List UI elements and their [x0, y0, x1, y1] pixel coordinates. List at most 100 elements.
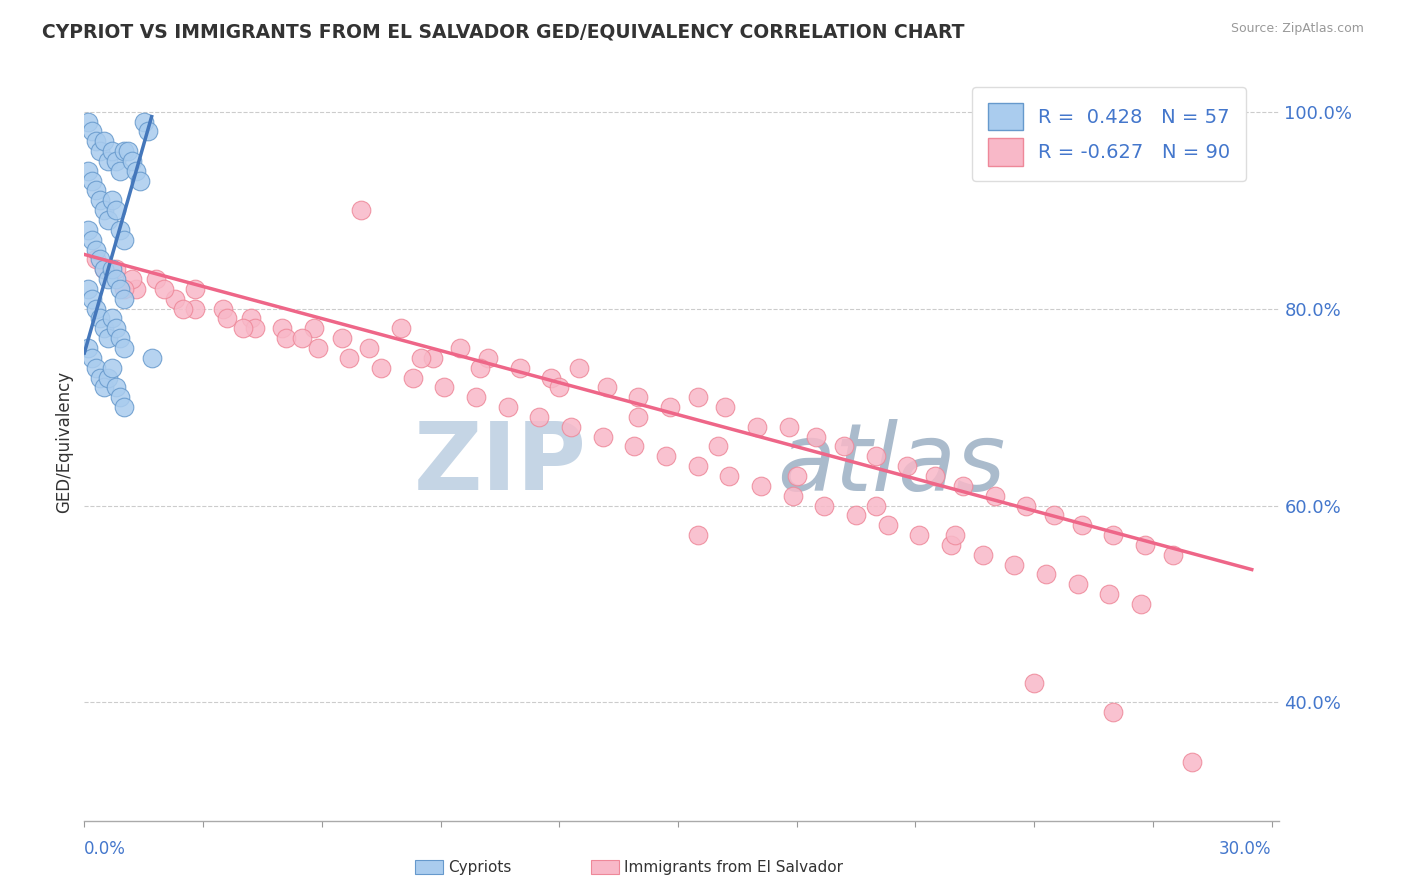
- Point: [136, 124, 159, 138]
- Point: [105, 153, 128, 168]
- Point: [465, 390, 488, 404]
- Point: [749, 479, 772, 493]
- Point: [686, 528, 709, 542]
- Point: [105, 262, 128, 277]
- Point: [627, 409, 650, 424]
- Point: [449, 341, 471, 355]
- Point: [125, 282, 148, 296]
- Point: [101, 311, 124, 326]
- Point: [509, 360, 531, 375]
- Point: [686, 459, 709, 474]
- Text: atlas: atlas: [778, 418, 1005, 510]
- Point: [93, 380, 115, 394]
- Point: [89, 144, 111, 158]
- Point: [832, 440, 855, 454]
- Point: [108, 163, 131, 178]
- Point: [184, 282, 207, 296]
- Point: [101, 360, 124, 375]
- Point: [972, 548, 994, 562]
- Point: [983, 489, 1005, 503]
- Point: [1015, 499, 1038, 513]
- Point: [813, 499, 835, 513]
- Point: [302, 321, 325, 335]
- Point: [939, 538, 962, 552]
- Text: CYPRIOT VS IMMIGRANTS FROM EL SALVADOR GED/EQUIVALENCY CORRELATION CHART: CYPRIOT VS IMMIGRANTS FROM EL SALVADOR G…: [42, 22, 965, 41]
- Point: [152, 282, 174, 296]
- Point: [89, 252, 111, 267]
- Point: [105, 380, 128, 394]
- Point: [560, 419, 582, 434]
- Point: [89, 194, 111, 208]
- Point: [623, 440, 645, 454]
- Point: [422, 351, 444, 365]
- Point: [132, 114, 155, 128]
- Legend: R =  0.428   N = 57, R = -0.627   N = 90: R = 0.428 N = 57, R = -0.627 N = 90: [972, 87, 1246, 181]
- Point: [105, 203, 128, 218]
- Point: [745, 419, 768, 434]
- Point: [896, 459, 918, 474]
- Point: [433, 380, 456, 394]
- Point: [77, 282, 100, 296]
- Point: [718, 469, 741, 483]
- Point: [77, 163, 100, 178]
- Point: [141, 351, 163, 365]
- Point: [307, 341, 329, 355]
- Point: [93, 262, 115, 277]
- Point: [93, 134, 115, 148]
- Point: [232, 321, 254, 335]
- Point: [77, 341, 100, 355]
- Point: [128, 173, 150, 187]
- Point: [112, 292, 135, 306]
- Point: [596, 380, 619, 394]
- Point: [370, 360, 392, 375]
- Point: [117, 144, 139, 158]
- Point: [125, 163, 148, 178]
- Point: [1129, 597, 1152, 611]
- Point: [84, 252, 107, 267]
- Point: [84, 360, 107, 375]
- Point: [97, 153, 120, 168]
- Point: [82, 173, 104, 187]
- Point: [1102, 706, 1125, 720]
- Point: [359, 341, 381, 355]
- Point: [108, 282, 131, 296]
- Point: [184, 301, 207, 316]
- Point: [402, 370, 425, 384]
- Point: [540, 370, 562, 384]
- Point: [529, 409, 551, 424]
- Text: Cypriots: Cypriots: [449, 860, 512, 874]
- Point: [97, 331, 120, 345]
- Point: [89, 311, 111, 326]
- Point: [112, 341, 135, 355]
- Point: [655, 450, 678, 464]
- Point: [276, 331, 298, 345]
- Point: [706, 440, 728, 454]
- Point: [77, 114, 100, 128]
- Point: [172, 301, 194, 316]
- Point: [548, 380, 571, 394]
- Point: [212, 301, 235, 316]
- Point: [121, 153, 143, 168]
- Point: [82, 292, 104, 306]
- Point: [112, 233, 135, 247]
- Point: [77, 223, 100, 237]
- Point: [243, 321, 266, 335]
- Text: ZIP: ZIP: [413, 418, 586, 510]
- Point: [84, 134, 107, 148]
- Point: [1035, 567, 1057, 582]
- Point: [121, 272, 143, 286]
- Point: [93, 262, 115, 277]
- Text: 0.0%: 0.0%: [84, 840, 127, 858]
- Point: [477, 351, 499, 365]
- Point: [239, 311, 262, 326]
- Point: [1043, 508, 1066, 523]
- Point: [1022, 675, 1045, 690]
- Point: [82, 124, 104, 138]
- Point: [112, 144, 135, 158]
- Point: [84, 184, 107, 198]
- Text: Immigrants from El Salvador: Immigrants from El Salvador: [624, 860, 844, 874]
- Point: [108, 223, 131, 237]
- Point: [1070, 518, 1092, 533]
- Point: [1066, 577, 1088, 591]
- Point: [108, 331, 131, 345]
